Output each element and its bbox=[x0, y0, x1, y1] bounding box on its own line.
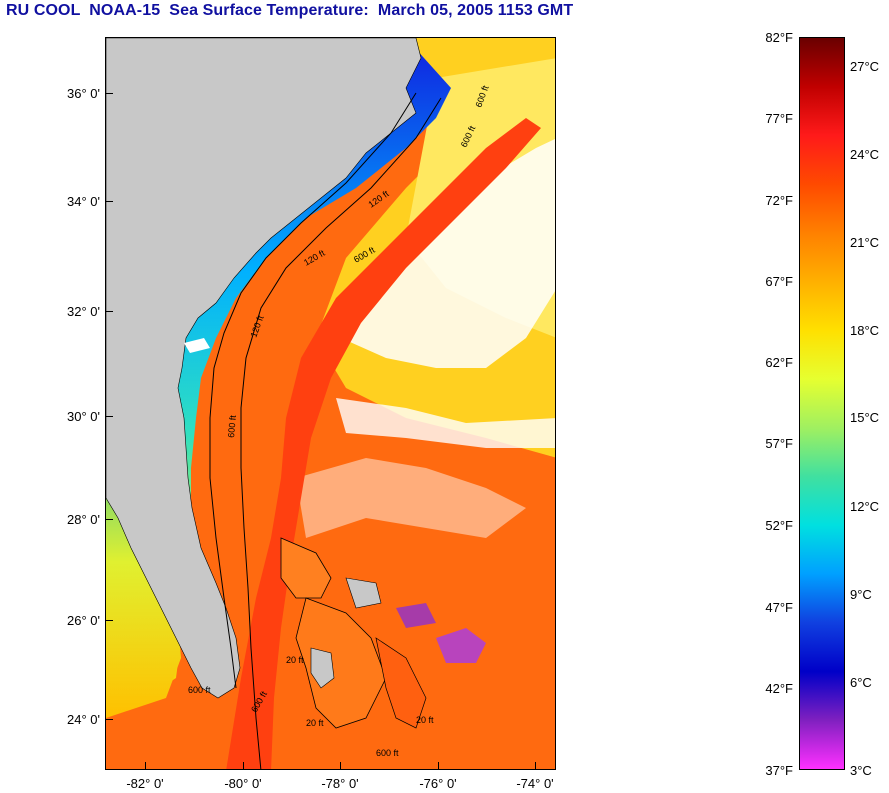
bahamas-island bbox=[345, 577, 382, 609]
bahamas-bank bbox=[280, 537, 332, 599]
lon-label: -78° 0' bbox=[321, 776, 359, 791]
celsius-label: 27°C bbox=[850, 59, 880, 74]
celsius-label: 12°C bbox=[850, 499, 880, 514]
lat-label: 24° 0' bbox=[67, 712, 100, 727]
cloud-mask bbox=[341, 138, 555, 368]
cloud-band bbox=[336, 398, 555, 448]
sst-map-svg: 600 ft 600 ft 120 ft 120 ft 600 ft 120 f… bbox=[106, 38, 555, 769]
contour-label: 600 ft bbox=[226, 414, 238, 438]
contour-label: 600 ft bbox=[376, 748, 399, 758]
celsius-label: 3°C bbox=[850, 763, 872, 778]
celsius-label: 18°C bbox=[850, 323, 880, 338]
fahrenheit-label: 57°F bbox=[765, 436, 793, 451]
fahrenheit-label: 82°F bbox=[765, 30, 793, 45]
lat-label: 30° 0' bbox=[67, 409, 100, 424]
fahrenheit-label: 42°F bbox=[765, 681, 793, 696]
fahrenheit-label: 47°F bbox=[765, 600, 793, 615]
fahrenheit-label: 67°F bbox=[765, 274, 793, 289]
fahrenheit-label: 37°F bbox=[765, 763, 793, 778]
contour-label: 20 ft bbox=[306, 718, 324, 728]
celsius-label: 21°C bbox=[850, 235, 880, 250]
lon-label: -82° 0' bbox=[126, 776, 164, 791]
map-title: RU COOL NOAA-15 Sea Surface Temperature:… bbox=[6, 2, 574, 19]
celsius-label: 15°C bbox=[850, 410, 880, 425]
celsius-label: 9°C bbox=[850, 587, 872, 602]
lon-label: -76° 0' bbox=[419, 776, 457, 791]
land-mass bbox=[106, 38, 422, 699]
lat-label: 32° 0' bbox=[67, 304, 100, 319]
isobath-600ft bbox=[240, 97, 442, 769]
lon-label: -74° 0' bbox=[516, 776, 554, 791]
lon-label: -80° 0' bbox=[224, 776, 262, 791]
lat-label: 28° 0' bbox=[67, 512, 100, 527]
fahrenheit-label: 52°F bbox=[765, 518, 793, 533]
cloud-patches bbox=[296, 458, 526, 538]
fahrenheit-label: 62°F bbox=[765, 355, 793, 370]
lat-label: 34° 0' bbox=[67, 194, 100, 209]
isobath-120ft bbox=[209, 92, 417, 689]
celsius-label: 24°C bbox=[850, 147, 880, 162]
fahrenheit-label: 77°F bbox=[765, 111, 793, 126]
lat-label: 26° 0' bbox=[67, 613, 100, 628]
sst-map: 600 ft 600 ft 120 ft 120 ft 600 ft 120 f… bbox=[105, 37, 556, 770]
celsius-label: 6°C bbox=[850, 675, 872, 690]
temperature-colorbar bbox=[799, 37, 845, 770]
fahrenheit-label: 72°F bbox=[765, 193, 793, 208]
contour-label: 600 ft bbox=[188, 685, 211, 695]
lat-label: 36° 0' bbox=[67, 86, 100, 101]
contour-label: 20 ft bbox=[416, 715, 434, 725]
gulf-stream bbox=[226, 118, 541, 769]
contour-label: 20 ft bbox=[286, 655, 304, 665]
